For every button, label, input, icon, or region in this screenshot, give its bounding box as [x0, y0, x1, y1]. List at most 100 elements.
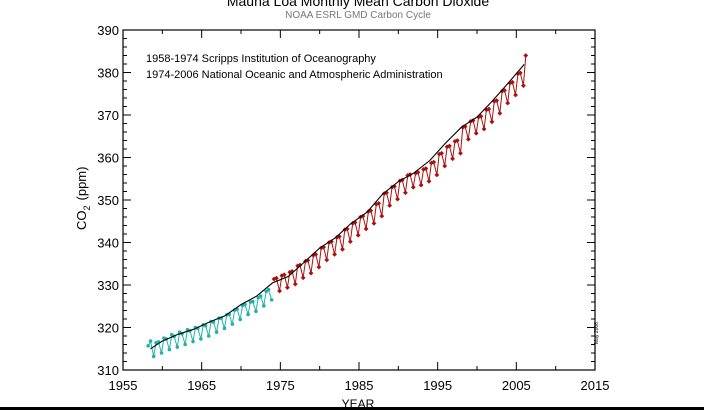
- data-point: [274, 275, 279, 281]
- data-point: [191, 339, 195, 344]
- data-point: [410, 184, 416, 190]
- data-point: [418, 182, 424, 188]
- data-point: [262, 304, 266, 308]
- data-point: [499, 88, 505, 94]
- data-point: [489, 119, 495, 125]
- data-point: [447, 143, 452, 149]
- data-point: [510, 79, 515, 85]
- data-point: [473, 130, 479, 136]
- data-point: [521, 83, 526, 89]
- data-point: [146, 343, 150, 348]
- data-point: [426, 178, 432, 184]
- y-tick-label: 390: [97, 23, 119, 38]
- data-point: [167, 347, 172, 352]
- data-point: [381, 191, 387, 197]
- y-tick-label: 370: [97, 108, 119, 123]
- data-point: [238, 317, 243, 322]
- x-tick-label: 1975: [266, 378, 295, 393]
- data-point: [379, 213, 385, 219]
- y-tick-label: 350: [97, 193, 119, 208]
- data-point: [206, 334, 211, 338]
- x-tick-label: 1955: [109, 378, 138, 393]
- data-point: [403, 190, 408, 196]
- data-point: [442, 163, 448, 169]
- series-line-0: [147, 288, 273, 357]
- y-tick-label: 380: [97, 66, 119, 81]
- annotation-noaa: 1974-2006 National Oceanic and Atmospher…: [146, 69, 443, 81]
- bottom-border: [0, 407, 704, 410]
- data-point: [497, 110, 503, 116]
- data-point: [222, 326, 227, 331]
- series-line-2: [150, 64, 525, 350]
- data-point: [183, 342, 187, 347]
- x-tick-label: 1965: [187, 378, 216, 393]
- y-axis-label-subscript: 2: [82, 205, 92, 210]
- x-tick-label: 2015: [581, 378, 610, 393]
- data-point: [452, 138, 458, 144]
- data-point: [329, 239, 334, 245]
- date-stamp: May 2006: [594, 322, 600, 344]
- data-point: [431, 159, 437, 165]
- data-point: [313, 252, 319, 257]
- data-point: [458, 150, 463, 156]
- data-point: [308, 270, 314, 276]
- data-point: [415, 169, 421, 175]
- data-point: [439, 150, 444, 156]
- data-point: [371, 220, 377, 226]
- data-point: [350, 220, 356, 226]
- data-point: [251, 299, 255, 304]
- data-point: [454, 138, 460, 143]
- data-point: [523, 53, 529, 58]
- data-point: [324, 257, 330, 263]
- data-point: [502, 87, 507, 93]
- data-point: [436, 151, 442, 157]
- axis-ticks: [122, 29, 596, 371]
- data-point: [363, 226, 369, 232]
- data-point: [269, 298, 274, 302]
- data-point: [465, 136, 471, 142]
- data-point: [462, 124, 468, 129]
- data-point: [360, 213, 366, 219]
- y-axis-label-unit: (ppm): [74, 167, 89, 201]
- data-point: [281, 272, 287, 278]
- data-point: [505, 100, 511, 106]
- data-point: [151, 354, 156, 359]
- data-point: [258, 294, 263, 298]
- y-tick-label: 340: [97, 236, 119, 251]
- data-point: [340, 246, 345, 252]
- data-point: [481, 126, 487, 132]
- data-point: [277, 288, 282, 294]
- data-point: [450, 156, 456, 162]
- x-tick-label: 1985: [345, 378, 374, 393]
- y-tick-labels: 310 320 330 340 350 360 370 380 390: [97, 23, 119, 378]
- data-point: [494, 98, 500, 103]
- data-point: [434, 172, 440, 178]
- data-point: [246, 312, 250, 317]
- y-tick-label: 360: [97, 151, 119, 166]
- data-point: [243, 302, 247, 307]
- data-point: [148, 339, 153, 343]
- x-tick-label: 2005: [502, 378, 531, 393]
- data-point: [336, 234, 342, 239]
- data-point: [300, 275, 306, 281]
- data-point: [316, 264, 322, 270]
- data-point: [486, 106, 492, 112]
- y-axis-label: CO2 (ppm): [74, 167, 92, 230]
- data-point: [387, 203, 393, 208]
- x-axis-label: YEAR: [342, 397, 375, 410]
- data-point: [513, 92, 518, 98]
- x-tick-label: 1995: [423, 378, 452, 393]
- data-point: [423, 166, 429, 171]
- data-point: [395, 196, 400, 202]
- data-point: [230, 322, 235, 326]
- data-point: [159, 351, 164, 355]
- data-point: [347, 239, 353, 245]
- data-point: [214, 330, 219, 334]
- data-point: [478, 113, 484, 119]
- chart-title: Mauna Loa Monthly Mean Carbon Dioxide: [227, 0, 489, 9]
- annotation-scripps: 1958-1974 Scripps Institution of Oceanog…: [146, 53, 376, 65]
- data-point: [376, 201, 382, 206]
- x-tick-labels: 1955 1965 1975 1985 1995 2005 2015: [109, 378, 610, 393]
- data-point: [266, 287, 271, 292]
- y-tick-label: 330: [97, 278, 119, 293]
